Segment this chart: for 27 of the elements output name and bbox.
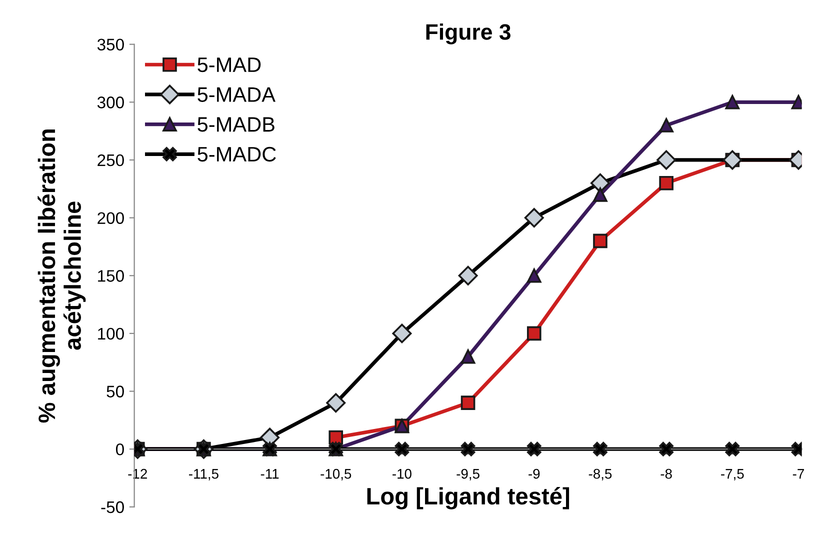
x-axis-title: Log [Ligand testé]: [367, 487, 570, 510]
y-tick-label: 300: [97, 96, 124, 108]
legend-label: 5-MADA: [198, 87, 276, 102]
y-axis-title: % augmentation libération acétylcholine: [38, 129, 86, 423]
x-tick-label: -12: [128, 468, 147, 479]
y-tick-label: 100: [98, 328, 124, 340]
x-tick-label: -9: [528, 468, 540, 479]
x-tick-label: -11,5: [189, 469, 218, 480]
legend-label: 5-MADC: [198, 146, 276, 162]
y-tick-label: 200: [98, 212, 124, 224]
x-tick-label: -7: [792, 469, 804, 479]
legend-label: 5-MADB: [198, 117, 274, 132]
y-tick-label: 350: [97, 38, 124, 51]
y-tick-label: 150: [98, 270, 124, 282]
x-tick-label: -11: [260, 469, 279, 479]
x-tick-label: -10,5: [320, 468, 352, 480]
x-tick-label: -8: [660, 468, 672, 479]
y-tick-label: 250: [98, 154, 124, 166]
x-tick-label: -10: [392, 468, 412, 479]
y-tick-label: 50: [106, 386, 124, 398]
x-tick-label: -9,5: [456, 468, 480, 480]
x-tick-label: -7,5: [721, 469, 744, 480]
x-tick-label: -8,5: [588, 468, 612, 480]
y-tick-label: -50: [101, 501, 124, 514]
y-tick-label: 0: [116, 443, 124, 456]
chart-title: Figure 3: [426, 24, 510, 44]
legend-label: 5-MAD: [198, 58, 261, 72]
